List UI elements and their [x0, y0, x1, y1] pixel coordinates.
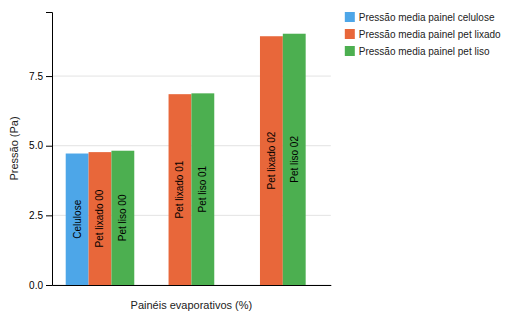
plot: Celulose Pet lixado 00 Pet liso 00 Pet lixa…	[29, 13, 331, 291]
tick-label: 5.0	[29, 140, 43, 151]
bar	[111, 151, 134, 285]
axis-line	[53, 285, 332, 286]
legend-item: Pressão media painel celulose	[345, 12, 495, 23]
bar-label: Pet lixado 00	[94, 189, 105, 247]
legend-label: Pressão media painel celulose	[359, 12, 495, 23]
bar	[169, 94, 192, 285]
chart: Pressão media painel celulose Pressão med…	[0, 0, 509, 319]
tick-label: 2.5	[29, 210, 43, 221]
tick-mark	[46, 146, 52, 147]
y-axis: 0.0 2.5 5.0 7.5	[29, 13, 52, 291]
x-axis-title: Painéis evaporativos (%)	[131, 299, 253, 311]
tick-mark	[46, 215, 52, 216]
tick-label: 0.0	[29, 280, 43, 291]
bars	[66, 34, 306, 285]
legend: Pressão media painel celulose Pressão med…	[345, 12, 501, 57]
legend-swatch	[345, 12, 355, 22]
legend-item: Pressão media painel pet liso	[345, 46, 490, 57]
y-axis-title: Pressão (Pa)	[8, 116, 20, 180]
bar-label: Pet lixado 02	[266, 131, 277, 189]
bar	[283, 34, 306, 285]
legend-item: Pressão media painel pet lixado	[345, 29, 501, 40]
bar	[260, 36, 283, 285]
tick-label: 7.5	[29, 71, 43, 82]
x-axis	[53, 285, 332, 286]
bar-label: Pet lixado 01	[174, 160, 185, 218]
bar-label: Celulose	[72, 199, 83, 238]
legend-swatch	[345, 29, 355, 39]
legend-swatch	[345, 46, 355, 56]
bar	[66, 154, 89, 285]
bar-label: Pet liso 00	[117, 194, 128, 241]
bar-labels: Celulose Pet lixado 00 Pet liso 00 Pet lixa…	[72, 131, 300, 247]
axis-line	[46, 13, 53, 286]
bar-label: Pet liso 01	[197, 165, 208, 212]
bar-label: Pet liso 02	[289, 136, 300, 183]
tick: 2.5	[29, 210, 52, 221]
tick-mark	[46, 285, 52, 286]
legend-label: Pressão media painel pet lixado	[359, 29, 501, 40]
tick: 7.5	[29, 71, 52, 82]
tick: 0.0	[29, 280, 52, 291]
legend-label: Pressão media painel pet liso	[359, 46, 490, 57]
bar	[191, 93, 214, 285]
tick-mark	[46, 76, 52, 77]
bar	[89, 152, 112, 285]
tick: 5.0	[29, 140, 52, 151]
